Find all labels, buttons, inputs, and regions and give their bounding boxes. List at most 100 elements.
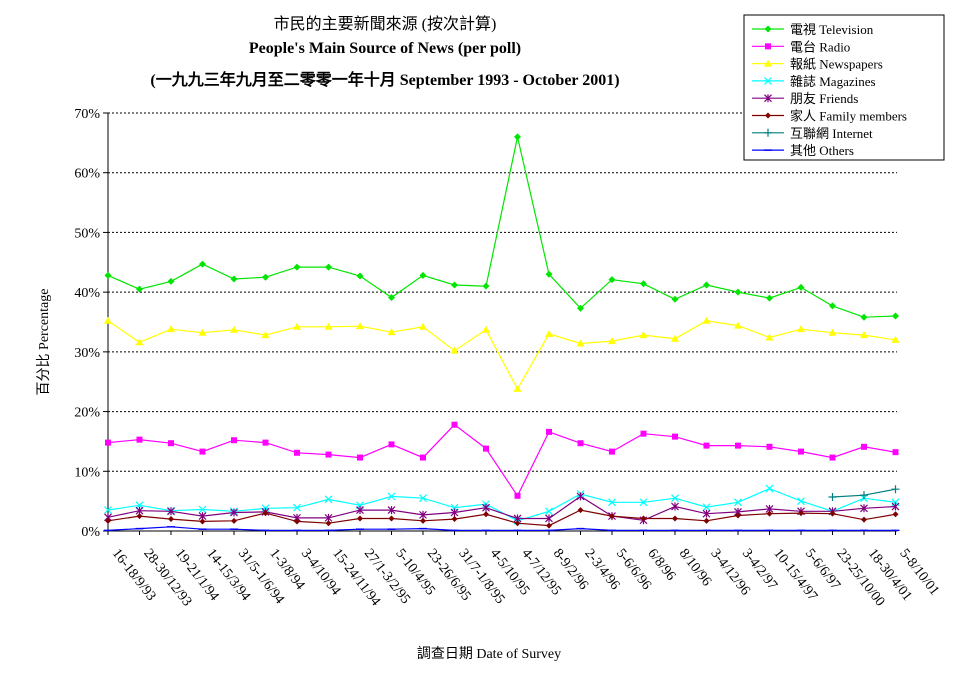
series-3-point <box>198 505 207 514</box>
series-0-point <box>388 294 395 302</box>
series-0-point <box>860 313 868 321</box>
series-0-point <box>451 281 458 289</box>
series-0-point <box>671 295 679 303</box>
legend-entry: 互聯網 Internet <box>790 126 873 141</box>
series-1-point <box>199 448 206 455</box>
series-3-point <box>293 503 301 512</box>
y-tick-label: 20% <box>74 406 100 421</box>
series-3-point <box>671 494 679 503</box>
series-2-point <box>828 328 837 336</box>
series-0-point <box>734 288 742 296</box>
series-5-line <box>107 509 896 527</box>
legend-swatch-marker <box>765 112 771 119</box>
y-tick-label: 30% <box>74 346 100 361</box>
series-0-point <box>356 272 364 280</box>
series-1-point <box>640 430 647 437</box>
legend-swatch-marker <box>764 59 772 67</box>
series-0-point <box>419 271 427 279</box>
series-0-point <box>545 270 553 278</box>
series-2-point <box>167 325 175 333</box>
legend-entry: 家人 Family members <box>790 109 907 124</box>
series-1-point <box>483 445 489 452</box>
series-5-point <box>703 517 710 524</box>
series-5-point <box>357 515 363 522</box>
series-3-point <box>419 494 427 503</box>
series-1-point <box>388 441 395 448</box>
series-0-point <box>325 263 332 271</box>
legend-entry: 朋友 Friends <box>790 91 858 106</box>
x-tick-label: 8/10/96 <box>676 546 714 589</box>
series-5-point <box>892 511 899 518</box>
y-tick-label: 50% <box>74 226 100 241</box>
series-2-point <box>324 322 333 330</box>
series-5-point <box>514 520 521 527</box>
series-5-point <box>199 518 206 525</box>
series-1-point <box>672 433 678 440</box>
series-6-point <box>860 491 868 500</box>
series-4-line <box>107 495 896 521</box>
series-5-point <box>168 516 174 523</box>
series-2-point <box>639 331 648 339</box>
series-1-point <box>829 454 836 461</box>
series-7-line <box>107 526 896 531</box>
series-0-point <box>482 282 490 290</box>
series-0-point <box>703 281 710 289</box>
series-3-line <box>107 487 896 522</box>
series-1-point <box>609 448 615 455</box>
series-2-point <box>576 339 585 347</box>
series-2-point <box>608 337 616 345</box>
series-0-point <box>766 294 773 302</box>
series-3-point <box>797 497 805 506</box>
series-0-point <box>640 280 647 288</box>
series-1-point <box>703 442 710 449</box>
series-5-point <box>136 513 143 520</box>
y-tick-label: 10% <box>74 465 100 480</box>
series-1-point <box>294 449 300 456</box>
series-0-line <box>107 136 896 318</box>
legend-swatch-marker <box>765 43 771 50</box>
series-6-point <box>891 485 900 494</box>
legend-swatch-marker <box>764 76 772 85</box>
series-5-point <box>798 510 804 517</box>
series-5-point <box>262 510 269 517</box>
chart-subtitle: People's Main Source of News (per poll) <box>248 40 522 57</box>
series-2-line <box>107 320 896 391</box>
series-4-point <box>482 503 490 512</box>
series-2-point <box>293 322 301 330</box>
series-4-point <box>860 504 868 513</box>
series-2-point <box>734 321 742 329</box>
series-2-point <box>860 331 868 339</box>
series-3-point <box>608 498 616 507</box>
series-5-point <box>325 520 332 527</box>
series-0-point <box>293 263 301 271</box>
series-2-point <box>198 328 207 336</box>
series-4-point <box>419 510 427 519</box>
series-1-point <box>766 443 773 450</box>
series-2-point <box>450 346 459 354</box>
series-2-point <box>104 316 112 324</box>
series-2-point <box>765 333 774 341</box>
series-2-point <box>797 325 805 333</box>
series-1-point <box>577 440 584 447</box>
series-0-point <box>797 283 805 291</box>
y-tick-label: 40% <box>74 286 100 301</box>
y-tick-label: 70% <box>74 107 100 122</box>
series-3-point <box>702 503 711 512</box>
legend-entry: 其他 Others <box>790 143 854 158</box>
series-1-point <box>357 454 363 461</box>
series-0-point <box>167 277 175 285</box>
series-5-point <box>735 512 741 519</box>
series-4-point <box>450 508 459 517</box>
series-1-point <box>798 448 804 455</box>
series-1-point <box>546 428 552 435</box>
series-0-point <box>199 260 206 268</box>
series-5-point <box>609 513 615 520</box>
series-4-point <box>545 514 553 523</box>
series-2-point <box>387 328 396 336</box>
series-0-point <box>608 276 616 284</box>
legend-swatch-marker <box>764 25 772 33</box>
series-4-point <box>702 509 711 518</box>
series-5-point <box>294 518 300 525</box>
series-1-point <box>105 439 111 446</box>
